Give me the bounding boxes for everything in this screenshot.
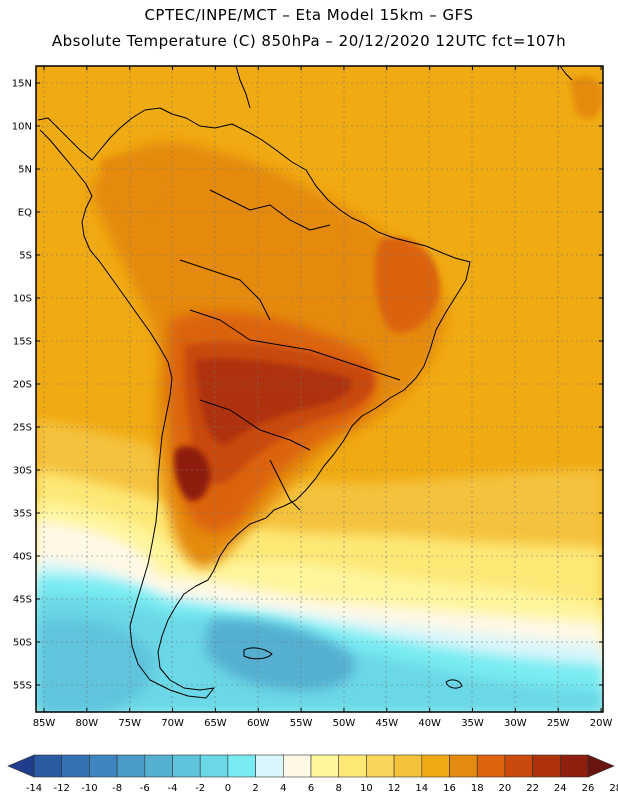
colorbar-labels: -14 -12 -10 -8 -6 -4 -2 0 2 4 6 8 10 12 14 16 18 20 22 24 26…: [26, 783, 618, 794]
colorbar-label: -14: [26, 783, 42, 794]
lat-label: 45S: [13, 595, 32, 606]
colorbar-label: 22: [526, 783, 539, 794]
colorbar-swatch: [89, 754, 118, 778]
lat-label: 15S: [13, 337, 32, 348]
lat-label: 55S: [13, 681, 32, 692]
colorbar-swatch: [559, 754, 589, 778]
lat-label: 5N: [18, 165, 32, 176]
lat-label: 25S: [13, 423, 32, 434]
lat-label: 50S: [13, 638, 32, 649]
colorbar-label: 28: [609, 783, 618, 794]
lat-label: 15N: [12, 79, 32, 90]
colorbar-swatch: [255, 754, 284, 778]
lon-label: 45W: [375, 718, 398, 729]
lon-label: 80W: [76, 718, 99, 729]
lat-label: 10S: [13, 294, 32, 305]
colorbar-swatch: [199, 754, 229, 778]
colorbar-swatch: [421, 754, 450, 778]
colorbar-label: 0: [225, 783, 231, 794]
colorbar-swatch: [282, 754, 312, 778]
lon-label: 55W: [290, 718, 313, 729]
lat-label: 10N: [12, 122, 32, 133]
colorbar-label: -4: [168, 783, 178, 794]
lat-label: 20S: [13, 380, 32, 391]
colorbar-label: -8: [112, 783, 122, 794]
lon-label: 50W: [333, 718, 356, 729]
colorbar-swatch: [338, 754, 367, 778]
colorbar-label: 8: [336, 783, 342, 794]
colorbar-label: -12: [54, 783, 70, 794]
colorbar-swatch: [61, 754, 90, 778]
colorbar-swatch: [476, 754, 506, 778]
colorbar-label: -10: [81, 783, 97, 794]
lon-label: 75W: [118, 718, 141, 729]
lon-label: 20W: [590, 718, 613, 729]
lat-label: EQ: [18, 208, 32, 219]
colorbar-swatch: [449, 754, 478, 778]
colorbar-swatch: [504, 754, 533, 778]
colorbar-swatch: [33, 754, 63, 778]
temperature-field: [36, 66, 603, 712]
axis-ticks: [36, 66, 603, 712]
map-frame: [35, 65, 604, 713]
lat-label: 40S: [13, 552, 32, 563]
colorbar-swatch: [532, 754, 561, 778]
title-line-2: Absolute Temperature (C) 850hPa – 20/12/…: [51, 32, 567, 50]
colorbar-swatch: [227, 754, 256, 778]
colorbar-label: 20: [499, 783, 512, 794]
colorbar-swatch: [393, 754, 423, 778]
lon-label: 65W: [204, 718, 227, 729]
colorbar-swatch: [116, 754, 146, 778]
colorbar-label: -2: [195, 783, 205, 794]
colorbar-low-arrow: [7, 754, 35, 778]
longitude-labels: 85W 80W 75W 70W 65W 60W 55W 50W 45W 40W 35W 30W 25W 2…: [33, 718, 613, 729]
colorbar-label: 6: [308, 783, 314, 794]
colorbar: [7, 754, 615, 778]
colorbar-label: -6: [140, 783, 150, 794]
colorbar-label: 2: [252, 783, 258, 794]
colorbar-high-arrow: [587, 754, 615, 778]
colorbar-label: 14: [415, 783, 428, 794]
lon-label: 60W: [247, 718, 270, 729]
colorbar-swatch: [172, 754, 201, 778]
latitude-labels: 15N 10N 5N EQ 5S 10S 15S 20S 25S 30S 35S 40S 45S 50S 5…: [12, 79, 32, 692]
colorbar-label: 18: [471, 783, 484, 794]
lon-label: 35W: [461, 718, 484, 729]
colorbar-swatch: [366, 754, 395, 778]
title-line-1: CPTEC/INPE/MCT – Eta Model 15km – GFS: [144, 6, 474, 24]
colorbar-label: 12: [388, 783, 401, 794]
lat-label: 5S: [19, 251, 32, 262]
colorbar-label: 4: [280, 783, 286, 794]
colorbar-label: 16: [443, 783, 456, 794]
colorbar-label: 10: [360, 783, 373, 794]
lon-label: 25W: [547, 718, 570, 729]
lat-label: 30S: [13, 466, 32, 477]
lon-label: 85W: [33, 718, 56, 729]
colorbar-swatch: [144, 754, 173, 778]
colorbar-label: 26: [582, 783, 595, 794]
coastline: [37, 66, 573, 699]
colorbar-swatch: [310, 754, 340, 778]
lon-label: 30W: [504, 718, 527, 729]
colorbar-label: 24: [554, 783, 567, 794]
lon-label: 70W: [161, 718, 184, 729]
lon-label: 40W: [418, 718, 441, 729]
lat-label: 35S: [13, 509, 32, 520]
